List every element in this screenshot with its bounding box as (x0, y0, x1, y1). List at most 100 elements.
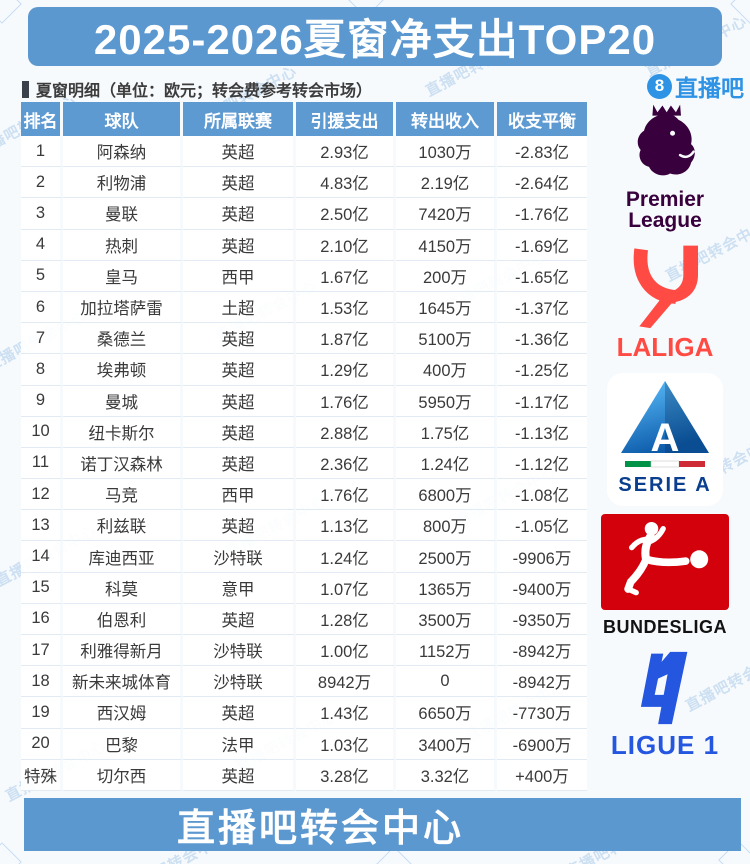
bundesliga-player-icon (624, 521, 709, 596)
cell-team: 桑德兰 (63, 323, 183, 355)
cell-team: 利雅得新月 (63, 635, 183, 667)
cell-league: 土超 (183, 291, 296, 324)
zhibo8-badge-icon: 8 (647, 73, 672, 99)
cell-income: 200万 (396, 260, 497, 292)
cell-rank: 20 (21, 728, 63, 760)
cell-spend: 2.50亿 (296, 198, 396, 230)
laliga-mark-icon (633, 245, 698, 328)
cell-spend: 1.76亿 (296, 479, 396, 511)
table-row: 特殊 切尔西 英超 3.28亿 3.32亿 +400万 (21, 759, 587, 791)
cell-team: 新未来城体育 (63, 666, 183, 698)
serie-a-card: A SERIE A (607, 372, 723, 506)
cell-league: 沙特联 (183, 635, 296, 667)
cell-team: 曼城 (63, 385, 183, 417)
cell-spend: 1.43亿 (296, 697, 396, 729)
cell-team: 埃弗顿 (63, 354, 183, 386)
table-row: 18 新未来城体育 沙特联 8942万 0 -8942万 (21, 666, 587, 698)
table-row: 10 纽卡斯尔 英超 2.88亿 1.75亿 -1.13亿 (21, 416, 587, 448)
cell-spend: 1.03亿 (296, 728, 396, 760)
cell-income: 6800万 (396, 479, 497, 511)
cell-team: 皇马 (63, 260, 183, 292)
premier-league-lion-icon (637, 104, 695, 176)
cell-income: 1.24亿 (396, 447, 497, 480)
ligue1-label: LIGUE 1 (610, 729, 720, 760)
cell-team: 马竞 (63, 479, 183, 511)
cell-team: 诺丁汉森林 (63, 447, 183, 480)
cell-league: 英超 (183, 697, 296, 729)
bundesliga-card: BUNDESLIGA (601, 513, 729, 638)
cell-rank: 13 (21, 510, 63, 542)
cell-league: 西甲 (183, 479, 296, 511)
cell-team: 热刺 (63, 229, 183, 261)
cell-team: 加拉塔萨雷 (63, 291, 183, 324)
cell-balance: +400万 (497, 759, 587, 791)
cell-rank: 3 (21, 198, 63, 230)
table-row: 13 利兹联 英超 1.13亿 800万 -1.05亿 (21, 510, 587, 542)
subtitle-marker (22, 80, 29, 98)
cell-league: 西甲 (183, 260, 296, 292)
cell-league: 意甲 (183, 572, 296, 604)
cell-league: 英超 (183, 416, 296, 448)
cell-rank: 6 (21, 291, 63, 324)
cell-league: 英超 (183, 323, 296, 355)
cell-income: 1152万 (396, 635, 497, 667)
table-row: 8 埃弗顿 英超 1.29亿 400万 -1.25亿 (21, 354, 587, 386)
cell-income: 5950万 (396, 385, 497, 417)
table-row: 1 阿森纳 英超 2.93亿 1030万 -2.83亿 (21, 136, 587, 168)
table-row: 14 库迪西亚 沙特联 1.24亿 2500万 -9906万 (21, 541, 587, 573)
corner-decoration-icon (0, 842, 22, 864)
cell-balance: -8942万 (497, 635, 587, 667)
cell-rank: 15 (21, 572, 63, 604)
cell-spend: 1.13亿 (296, 510, 396, 542)
table-row: 11 诺丁汉森林 英超 2.36亿 1.24亿 -1.12亿 (21, 447, 587, 480)
subtitle-row: 夏窗明细（单位：欧元；转会费参考转会市场） (22, 77, 372, 101)
cell-spend: 2.88亿 (296, 416, 396, 448)
cell-rank: 特殊 (21, 759, 63, 791)
cell-balance: -9350万 (497, 603, 587, 635)
cell-balance: -1.12亿 (497, 447, 587, 480)
cell-balance: -1.17亿 (497, 385, 587, 417)
bundesliga-box (601, 513, 729, 610)
cell-income: 1365万 (396, 572, 497, 604)
cell-income: 1.75亿 (396, 416, 497, 448)
cell-rank: 12 (21, 479, 63, 511)
table-header: 排名 球队 所属联赛 引援支出 转出收入 收支平衡 (21, 102, 587, 136)
cell-spend: 4.83亿 (296, 167, 396, 199)
cell-rank: 9 (21, 385, 63, 417)
cell-team: 巴黎 (63, 728, 183, 760)
cell-team: 利兹联 (63, 510, 183, 542)
table-row: 6 加拉塔萨雷 土超 1.53亿 1645万 -1.37亿 (21, 291, 587, 324)
cell-league: 英超 (183, 229, 296, 261)
cell-team: 曼联 (63, 198, 183, 230)
cell-spend: 1.29亿 (296, 354, 396, 386)
cell-income: 400万 (396, 354, 497, 386)
cell-balance: -1.65亿 (497, 260, 587, 292)
cell-team: 纽卡斯尔 (63, 416, 183, 448)
footer-bar: 直播吧转会中心 (24, 798, 741, 851)
cell-income: 3400万 (396, 728, 497, 760)
bundesliga-label: BUNDESLIGA (602, 616, 727, 637)
table-row: 2 利物浦 英超 4.83亿 2.19亿 -2.64亿 (21, 167, 587, 199)
col-league: 所属联赛 (183, 102, 296, 136)
cell-rank: 10 (21, 416, 63, 448)
serie-a-monogram: A (651, 416, 680, 460)
cell-spend: 1.53亿 (296, 291, 396, 324)
footer-title: 直播吧转会中心 (176, 808, 464, 850)
premier-league-label-line2: League (628, 209, 702, 233)
table-row: 4 热刺 英超 2.10亿 4150万 -1.69亿 (21, 229, 587, 261)
premier-league-label: Premier League (626, 189, 704, 232)
cell-spend: 1.76亿 (296, 385, 396, 417)
cell-balance: -1.76亿 (497, 198, 587, 230)
cell-team: 利物浦 (63, 167, 183, 199)
cell-income: 0 (396, 666, 497, 698)
cell-spend: 1.28亿 (296, 603, 396, 635)
cell-league: 英超 (183, 510, 296, 542)
cell-balance: -1.37亿 (497, 291, 587, 324)
cell-league: 法甲 (183, 728, 296, 760)
table-body: 1 阿森纳 英超 2.93亿 1030万 -2.83亿 2 利物浦 英超 4.83亿 2.19亿 -2… (21, 136, 587, 791)
cell-league: 英超 (183, 198, 296, 230)
serie-a-label: SERIE A (618, 473, 712, 496)
cell-team: 切尔西 (63, 759, 183, 791)
cell-balance: -7730万 (497, 697, 587, 729)
cell-balance: -1.13亿 (497, 416, 587, 448)
